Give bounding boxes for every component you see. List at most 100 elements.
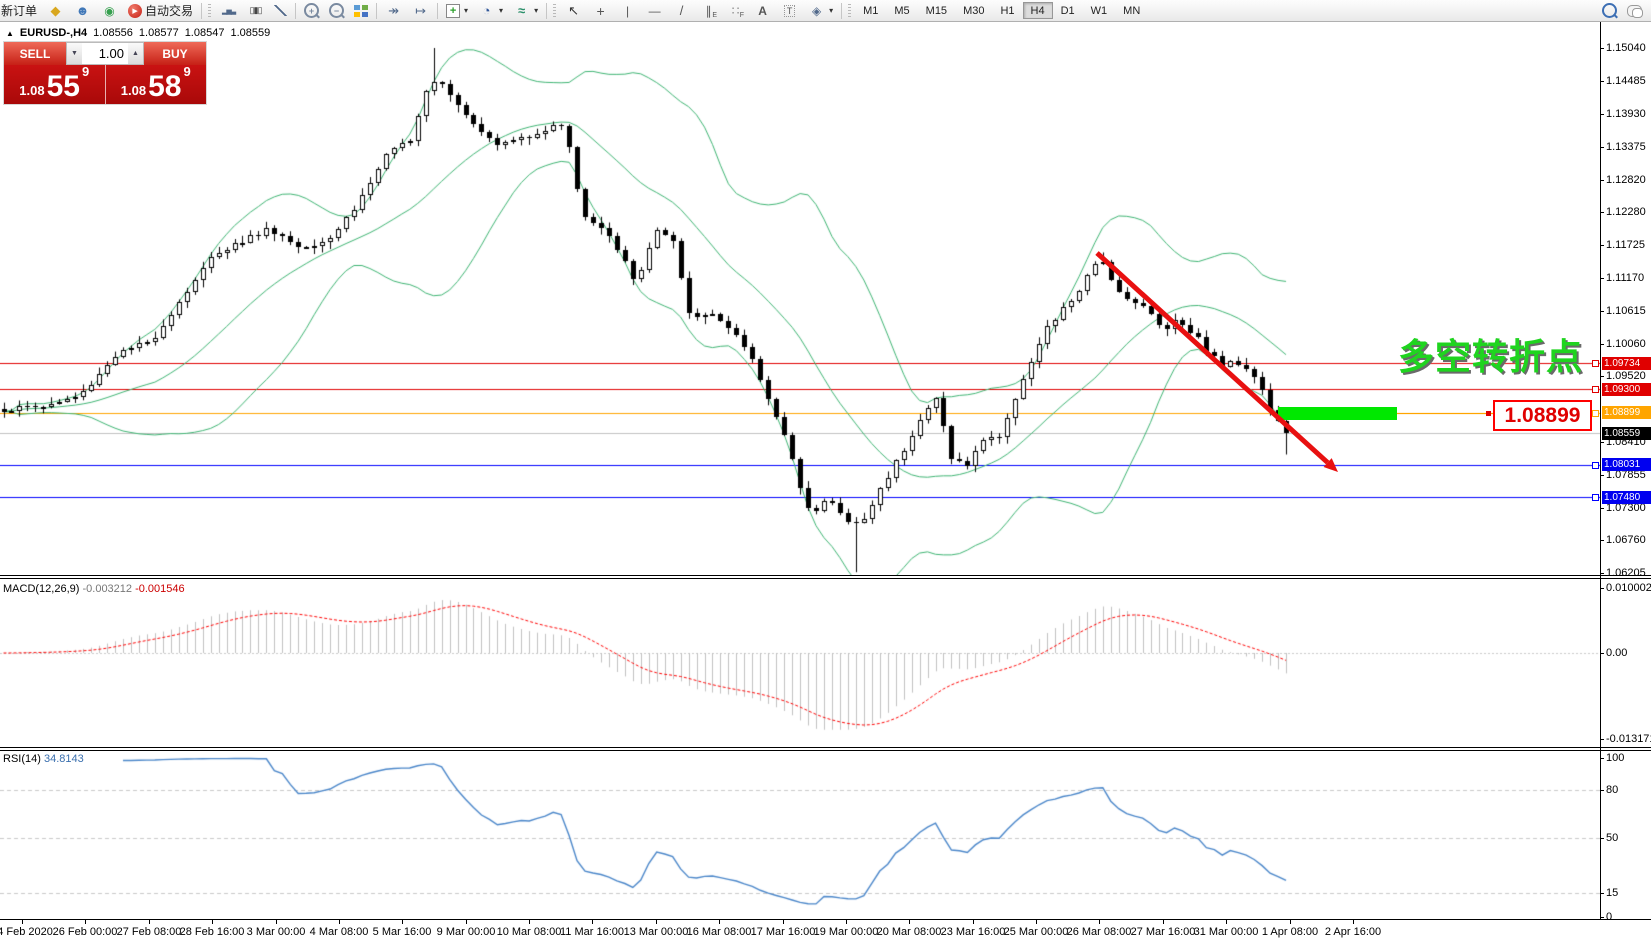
volume-value[interactable]: 1.00 [98, 46, 124, 61]
level-anchor-square [1592, 360, 1599, 367]
time-tick-label: 17 Mar 16:00 [750, 926, 816, 938]
macd-panel-canvas[interactable] [0, 579, 1600, 747]
time-tick-label: 10 Mar 08:00 [496, 926, 562, 938]
toolbar-drag-handle[interactable] [208, 4, 212, 17]
buy-price-sup: 9 [183, 64, 191, 79]
channel-button[interactable] [695, 1, 722, 20]
rsi-panel-canvas[interactable] [0, 751, 1600, 919]
zoom-out-icon [329, 3, 345, 18]
signals-button[interactable] [96, 1, 123, 20]
timeframe-h1-button[interactable]: H1 [992, 2, 1022, 19]
time-tick-label: 1 Apr 08:00 [1261, 926, 1319, 938]
sell-price-sup: 9 [81, 64, 90, 79]
chart-area[interactable]: ▲ EURUSD-,H4 1.08556 1.08577 1.08547 1.0… [0, 22, 1651, 942]
text-button[interactable] [749, 1, 776, 20]
time-tick [339, 920, 340, 924]
sell-price-display[interactable]: 1.08 55 9 [4, 65, 106, 104]
autoscroll-button[interactable] [380, 1, 407, 20]
search-button[interactable] [1597, 1, 1622, 20]
current-price-badge: 1.08559 [1602, 427, 1651, 440]
metaeditor-icon [47, 3, 64, 19]
level-anchor-square [1592, 386, 1599, 393]
zoom-out-button[interactable] [324, 1, 349, 20]
time-tick [846, 920, 847, 924]
new-chart-button[interactable]: ▾ [441, 1, 473, 20]
symbol-direction-icon: ▲ [6, 28, 14, 38]
zoom-in-button[interactable] [299, 1, 324, 20]
rsi-label: RSI(14) 34.8143 [3, 753, 84, 765]
time-tick-label: 13 Mar 00:00 [623, 926, 689, 938]
new-order-button[interactable]: 新订单 [0, 1, 42, 20]
crosshair-button[interactable] [587, 1, 614, 20]
timeframe-m5-button[interactable]: M5 [886, 2, 917, 19]
timeframe-m30-button[interactable]: M30 [955, 2, 992, 19]
tile-windows-button[interactable] [349, 1, 373, 20]
text-label-button[interactable] [776, 1, 803, 20]
rsi-tick-label: 80 [1606, 784, 1619, 796]
shapes-button[interactable]: ▾ [803, 1, 838, 20]
panel-separator[interactable] [0, 747, 1651, 748]
toolbar-group [205, 0, 292, 21]
timeframe-h4-button[interactable]: H4 [1022, 2, 1053, 19]
time-tick [149, 920, 150, 924]
chat-button[interactable] [1622, 1, 1647, 20]
price-chart-canvas[interactable] [0, 22, 1600, 575]
toolbar-drag-handle[interactable] [3, 4, 6, 17]
community-button[interactable] [69, 1, 96, 20]
time-tick-label: 4 Mar 08:00 [309, 926, 369, 938]
fibonacci-button[interactable] [722, 1, 749, 20]
timeframe-mn-button[interactable]: MN [1115, 2, 1148, 19]
toolbar-drag-handle[interactable] [553, 4, 557, 17]
price-tick-label: 1.12280 [1606, 206, 1646, 218]
autotrading-button[interactable]: 自动交易 [123, 1, 198, 20]
volume-field[interactable]: ▼ 1.00 ▲ [66, 42, 144, 65]
timeframe-d1-button[interactable]: D1 [1053, 2, 1083, 19]
toolbar-separator [437, 2, 439, 19]
time-tick [592, 920, 593, 924]
timeframe-group: M1 M5 M15 M30 H1 H4 D1 W1 MN [845, 0, 1148, 21]
chevron-down-icon[interactable]: ▾ [829, 6, 834, 15]
buy-button[interactable]: BUY [144, 42, 206, 65]
trendline-button[interactable] [668, 1, 695, 20]
metaeditor-button[interactable] [42, 1, 69, 20]
axis-tick [1600, 573, 1604, 574]
timeframe-m1-button[interactable]: M1 [855, 2, 886, 19]
axis-tick [1600, 653, 1604, 654]
buy-price-display[interactable]: 1.08 58 9 [105, 64, 206, 104]
volume-increase-button[interactable]: ▲ [128, 43, 143, 64]
chevron-down-icon[interactable]: ▾ [464, 6, 469, 15]
panel-separator[interactable] [0, 575, 1651, 576]
rsi-tick-label: 100 [1606, 752, 1625, 764]
indicators-button[interactable]: ▾ [508, 1, 543, 20]
periodicity-button[interactable]: ▾ [473, 1, 508, 20]
price-tick-label: 1.07300 [1606, 502, 1646, 514]
time-tick-label: 2 Apr 16:00 [1324, 926, 1382, 938]
new-chart-icon [446, 3, 461, 18]
chart-line-button[interactable] [269, 1, 292, 20]
hline-button[interactable] [641, 1, 668, 20]
cursor-button[interactable] [560, 1, 587, 20]
buy-price-big: 58 [148, 70, 182, 103]
sell-button[interactable]: SELL [4, 42, 66, 65]
chevron-down-icon[interactable]: ▾ [499, 6, 504, 15]
chevron-down-icon[interactable]: ▾ [534, 6, 539, 15]
chart-shift-button[interactable] [407, 1, 434, 20]
level-anchor-square [1592, 494, 1599, 501]
panel-separator[interactable] [0, 578, 1651, 579]
crosshair-icon [592, 3, 609, 19]
timeframe-m15-button[interactable]: M15 [918, 2, 955, 19]
toolbar-drag-handle[interactable] [848, 4, 852, 17]
panel-separator[interactable] [0, 750, 1651, 751]
timeframe-w1-button[interactable]: W1 [1083, 2, 1116, 19]
volume-decrease-button[interactable]: ▼ [67, 43, 82, 64]
vline-button[interactable] [614, 1, 641, 20]
toolbar-separator [841, 2, 843, 19]
tiles-icon [354, 4, 369, 17]
chart-bars-button[interactable] [215, 1, 242, 20]
autotrading-button-label: 自动交易 [145, 4, 194, 18]
axis-tick [1600, 147, 1604, 148]
chart-candles-button[interactable] [242, 1, 269, 20]
price-tick-label: 1.06205 [1606, 567, 1646, 579]
price-tick-label: 1.06760 [1606, 534, 1646, 546]
